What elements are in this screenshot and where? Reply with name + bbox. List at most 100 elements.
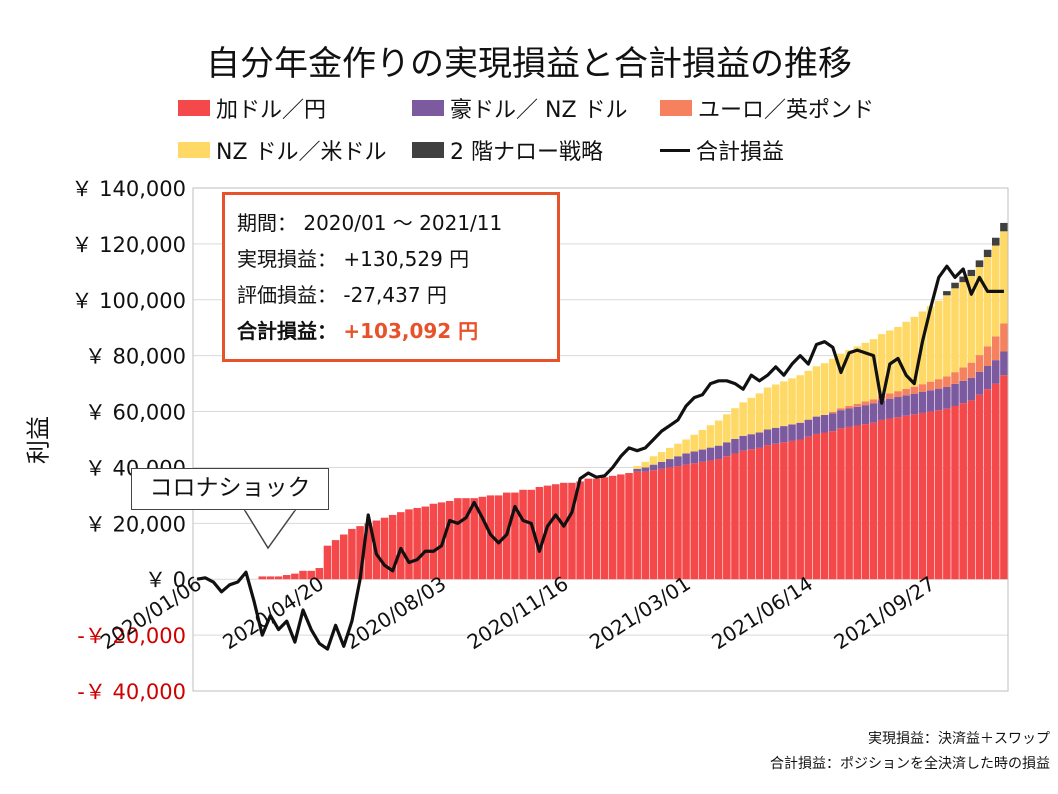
bar-segment	[837, 408, 845, 411]
bar-segment	[608, 475, 617, 580]
legend-item-eur-gbp: ユーロ／英ポンド	[660, 92, 874, 124]
unrealized-label: 評価損益：	[237, 283, 337, 307]
bar-segment	[649, 456, 658, 465]
unrealized-row: 評価損益： -27,437 円	[237, 277, 545, 313]
bar-segment	[951, 288, 959, 373]
y-tick-label: ￥ 60,000	[85, 401, 186, 425]
bar-segment	[804, 370, 813, 420]
period-row: 期間： 2020/01 ～ 2021/11	[237, 205, 545, 241]
bar-segment	[331, 540, 340, 580]
bar-segment	[853, 406, 861, 426]
bar-segment	[690, 451, 698, 464]
bar-segment	[617, 474, 625, 580]
bar-segment	[877, 400, 886, 420]
bar-segment	[397, 512, 405, 580]
bar-segment	[771, 384, 780, 428]
bar-segment	[829, 411, 837, 414]
bar-segment	[975, 260, 984, 268]
bar-segment	[739, 435, 747, 451]
bar-segment	[951, 383, 959, 406]
bar-segment	[934, 388, 943, 411]
bar-segment	[934, 410, 943, 580]
bar-segment	[543, 485, 552, 580]
bar-segment	[486, 495, 495, 580]
bar-segment	[845, 426, 853, 580]
bar-segment	[869, 422, 878, 580]
bar-segment	[934, 300, 943, 380]
bar-segment	[771, 443, 780, 580]
bar-segment	[934, 379, 943, 389]
legend-swatch	[178, 142, 210, 158]
bar-segment	[943, 408, 951, 580]
bar-segment	[967, 276, 976, 363]
bar-segment	[511, 492, 519, 580]
bar-segment	[731, 438, 739, 454]
bar-segment	[454, 498, 462, 580]
bar-segment	[983, 346, 992, 366]
bar-segment	[657, 461, 666, 469]
bar-segment	[1000, 231, 1008, 324]
bar-segment	[869, 403, 878, 423]
bar-segment	[714, 445, 723, 460]
unrealized-value: -27,437 円	[343, 283, 447, 307]
legend-label: ユーロ／英ポンド	[698, 98, 875, 123]
bar-segment	[274, 576, 283, 580]
bar-segment	[918, 384, 927, 392]
bar-segment	[698, 461, 707, 580]
bar-segment	[291, 573, 299, 580]
bar-segment	[967, 269, 976, 277]
bar-segment	[886, 398, 894, 419]
period-value: 2020/01 ～ 2021/11	[303, 211, 503, 235]
bar-segment	[641, 461, 650, 468]
bar-segment	[926, 390, 935, 412]
bar-segment	[641, 467, 650, 472]
bar-segment	[975, 267, 984, 356]
realized-label: 実現損益：	[237, 247, 337, 271]
bar-segment	[837, 410, 845, 429]
y-tick-label: ￥ 100,000	[71, 289, 186, 313]
bar-segment	[975, 394, 984, 580]
bar-segment	[804, 436, 813, 580]
bar-segment	[641, 471, 650, 580]
x-tick-label: 2020/08/03	[341, 571, 451, 654]
bar-segment	[666, 459, 674, 468]
bar-segment	[258, 576, 267, 580]
bar-segment	[723, 442, 731, 457]
bar-segment	[804, 419, 813, 437]
bar-segment	[910, 316, 919, 387]
bar-segment	[853, 403, 861, 407]
legend-swatch	[412, 100, 444, 116]
bar-segment	[788, 424, 796, 441]
bar-segment	[894, 391, 902, 398]
bar-segment	[340, 534, 348, 580]
bar-segment	[560, 482, 568, 580]
bar-segment	[690, 434, 698, 452]
bar-segment	[633, 468, 641, 472]
legend-label: 合計損益	[696, 140, 785, 165]
bar-segment	[877, 334, 886, 396]
legend-label: 加ドル／円	[216, 98, 327, 123]
legend-label: NZ ドル／米ドル	[216, 140, 387, 165]
bar-segment	[1000, 351, 1008, 376]
bar-segment	[886, 418, 894, 580]
bar-segment	[576, 481, 584, 580]
bar-segment	[967, 362, 976, 378]
corona-shock-callout: コロナショック	[131, 468, 329, 510]
bar-segment	[682, 453, 690, 465]
bar-segment	[780, 381, 788, 427]
bar-segment	[706, 447, 715, 461]
bar-segment	[413, 507, 421, 580]
bar-segment	[690, 463, 698, 580]
bar-segment	[657, 452, 666, 462]
bar-segment	[682, 439, 690, 454]
bar-segment	[470, 498, 478, 580]
bar-segment	[967, 377, 976, 401]
bar-segment	[731, 453, 739, 580]
bar-segment	[837, 428, 845, 580]
bar-segment	[869, 339, 878, 400]
bar-segment	[902, 395, 910, 416]
bar-segment	[494, 495, 503, 580]
bar-segment	[902, 415, 910, 580]
bar-segment	[829, 358, 837, 412]
